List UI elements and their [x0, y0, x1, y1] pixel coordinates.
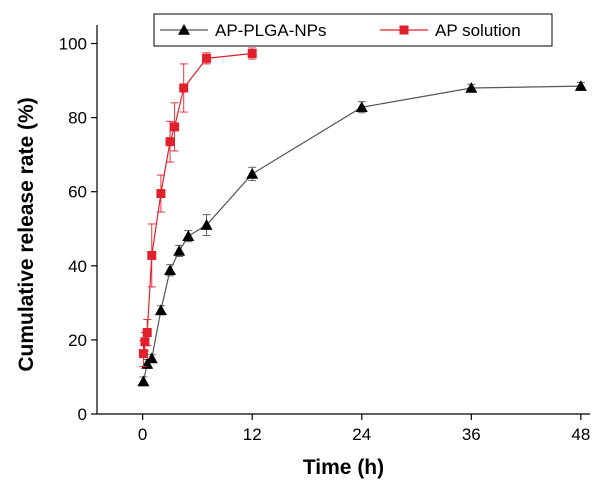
data-point [141, 357, 154, 369]
legend-box [153, 13, 553, 47]
data-point [574, 80, 587, 91]
legend-label: AP-PLGA-NPs [215, 21, 326, 40]
data-point [154, 304, 167, 316]
x-tick-label: 24 [352, 425, 371, 444]
data-point [202, 53, 212, 63]
y-tick-label: 100 [59, 35, 87, 54]
y-tick-label: 40 [68, 257, 87, 276]
legend-marker [178, 24, 190, 35]
data-point [179, 83, 189, 93]
y-tick-label: 80 [68, 109, 87, 128]
data-point [165, 137, 175, 147]
data-point [147, 250, 157, 260]
y-tick-label: 20 [68, 331, 87, 350]
axes: 0 12 24 36 48 0 20 40 60 80 100 [59, 25, 590, 444]
data-point [247, 49, 257, 59]
data-point [156, 189, 166, 199]
y-tick-label: 0 [78, 405, 87, 424]
series-ap-plga-nps [137, 80, 587, 387]
data-point [246, 167, 259, 179]
data-point [145, 352, 158, 364]
data-point [465, 81, 478, 93]
y-axis-title: Cumulative release rate (%) [15, 97, 38, 371]
x-tick-label: 48 [571, 425, 590, 444]
legend-label: AP solution [435, 21, 521, 40]
legend-item: AP solution [380, 21, 521, 40]
series-line [142, 85, 581, 382]
x-tick-label: 12 [243, 425, 262, 444]
legend: AP-PLGA-NPs AP solution [153, 13, 553, 47]
data-point [173, 244, 186, 256]
data-point [355, 101, 368, 113]
data-point [200, 219, 213, 230]
legend-item: AP-PLGA-NPs [160, 21, 326, 40]
series-ap-solution [138, 47, 257, 368]
data-point [170, 122, 180, 132]
x-tick-label: 0 [138, 425, 147, 444]
data-point [164, 264, 177, 276]
data-point [182, 230, 195, 241]
data-point [140, 337, 150, 347]
x-tick-label: 36 [462, 425, 481, 444]
series-line [142, 52, 253, 354]
data-point [142, 327, 152, 337]
y-tick-label: 60 [68, 183, 87, 202]
x-axis-title: Time (h) [303, 456, 384, 479]
legend-marker [399, 25, 409, 35]
data-point [137, 375, 150, 387]
plot-area [137, 47, 587, 387]
data-point [138, 349, 148, 359]
